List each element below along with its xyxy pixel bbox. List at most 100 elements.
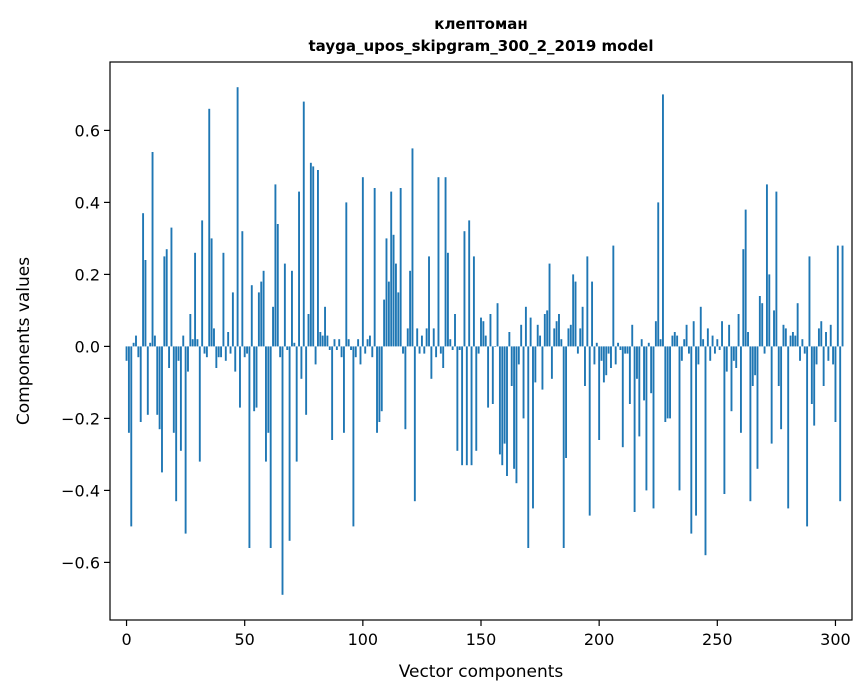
bar-155 [491,346,494,404]
bar-294 [820,321,823,347]
bar-98 [357,339,360,347]
bar-243 [699,306,702,347]
bar-141 [458,346,461,350]
bar-27 [189,314,192,347]
bar-132 [437,177,440,347]
bar-267 [756,346,759,469]
bar-84 [324,306,326,347]
bar-119 [406,328,409,347]
bar-204 [607,346,610,354]
bar-65 [279,346,282,358]
bar-160 [503,346,506,444]
y-tick-label: 0.0 [75,337,100,356]
bar-299 [832,346,835,365]
bar-39 [217,346,220,358]
x-axis: 0 50 100 150 200 250 300 [121,620,851,649]
bar-8 [144,260,147,347]
bar-74 [300,346,303,379]
bar-218 [640,339,643,347]
bar-78 [309,162,312,347]
bar-183 [558,314,560,347]
bar-284 [796,303,799,347]
bar-295 [822,346,825,386]
bar-60 [267,346,270,433]
bar-273 [770,346,773,444]
bar-154 [489,314,492,347]
bar-285 [799,346,801,361]
bar-171 [529,317,532,347]
bar-133 [439,346,442,354]
bar-75 [302,101,305,347]
bar-26 [187,346,189,372]
bar-201 [600,346,603,361]
bar-80 [314,346,317,365]
bar-300 [834,346,837,422]
x-tick-label: 300 [820,630,851,649]
bar-261 [742,249,745,347]
bar-24 [182,335,185,347]
bar-51 [246,346,249,354]
bar-29 [194,252,197,347]
bar-249 [713,346,716,354]
bar-125 [420,335,423,347]
bar-196 [588,346,591,516]
x-tick-label: 250 [702,630,733,649]
bar-161 [506,346,508,476]
bar-237 [685,324,688,347]
bar-297 [827,346,830,361]
bar-33 [203,346,206,354]
bar-253 [723,346,726,494]
bar-180 [550,346,553,379]
bar-106 [376,346,378,433]
bar-17 [165,249,168,347]
bar-156 [494,346,497,347]
bar-126 [423,346,426,354]
bar-303 [841,245,844,347]
bar-167 [520,324,523,347]
bar-41 [222,252,225,347]
bar-110 [385,238,388,347]
bar-3 [132,342,135,347]
bar-11 [151,152,154,347]
bar-293 [817,328,820,347]
bar-12 [153,335,156,347]
bar-159 [501,346,504,466]
bar-114 [394,263,397,347]
bar-123 [416,328,419,347]
bar-112 [390,191,393,347]
bar-67 [283,263,286,347]
bar-257 [732,346,735,361]
bar-203 [605,346,608,376]
bar-68 [286,346,289,350]
bar-57 [260,281,263,347]
bar-197 [591,281,594,347]
bar-142 [461,346,464,466]
bar-85 [326,335,329,347]
bar-226 [659,339,662,347]
bar-90 [338,339,341,347]
bar-250 [716,339,719,347]
bar-128 [428,256,430,347]
bar-279 [784,328,787,347]
bar-71 [293,342,296,347]
x-tick-label: 150 [466,630,497,649]
bar-173 [534,346,537,383]
bar-1 [127,346,130,433]
bar-283 [794,335,797,347]
bar-4 [135,335,137,347]
bar-236 [683,339,686,347]
bar-145 [468,220,471,347]
y-tick-label: −0.2 [61,409,100,428]
bar-2 [130,346,133,527]
bar-174 [536,324,539,347]
bar-97 [354,346,357,358]
bar-83 [321,335,324,347]
y-tick-label: −0.6 [61,553,100,572]
bar-107 [378,346,381,422]
bar-265 [751,346,754,386]
bar-216 [636,346,638,379]
bar-211 [624,346,627,354]
bar-32 [201,220,204,347]
bar-109 [383,299,386,347]
